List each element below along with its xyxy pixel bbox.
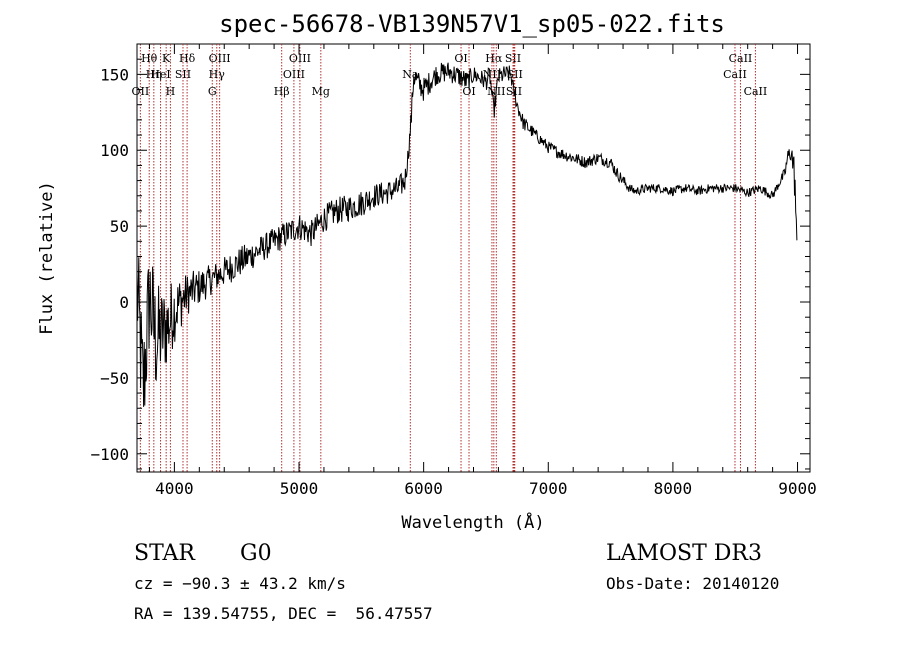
line-label-18: Hα (485, 52, 503, 65)
y-tick-label--100: −100 (90, 445, 129, 464)
line-label-5: H (166, 85, 176, 98)
coords-text: RA = 139.54755, DEC = 56.47557 (134, 604, 433, 623)
line-label-3: Hη (146, 68, 162, 81)
y-tick-label-50: 50 (110, 217, 129, 236)
spectrum-trace (136, 62, 798, 407)
y-tick-label-0: 0 (119, 293, 129, 312)
obs-date-text: Obs-Date: 20140120 (606, 574, 780, 593)
x-tick-label-4000: 4000 (155, 479, 194, 498)
line-label-4: K (162, 52, 171, 65)
line-label-14: Mg (312, 85, 330, 98)
line-label-9: Hγ (209, 68, 226, 81)
x-axis-label: Wavelength (Å) (401, 511, 544, 533)
cz-text: cz = −90.3 ± 43.2 km/s (134, 574, 346, 593)
x-tick-label-7000: 7000 (529, 479, 568, 498)
x-tick-label-5000: 5000 (280, 479, 319, 498)
line-label-13: OIII (283, 68, 305, 81)
line-label-11: Hβ (274, 85, 290, 98)
line-label-12: OIII (289, 52, 311, 65)
y-tick-label-150: 150 (100, 65, 129, 84)
line-label-21: SII (505, 52, 521, 65)
line-label-6: SII (175, 68, 191, 81)
line-label-25: CaII (723, 68, 747, 81)
survey-label: LAMOST DR3 (606, 541, 762, 566)
y-tick-label--50: −50 (100, 369, 129, 388)
chart-title: spec-56678-VB139N57V1_sp05-022.fits (219, 10, 725, 38)
line-label-17: OI (462, 85, 475, 98)
spectrum-chart: spec-56678-VB139N57V1_sp05-022.fits Hθ OII… (37, 10, 817, 533)
line-label-24: CaII (729, 52, 753, 65)
x-tick-label-9000: 9000 (778, 479, 817, 498)
line-label-22: SII (507, 68, 523, 81)
y-tick-label-100: 100 (100, 141, 129, 160)
line-label-1: OII (132, 85, 150, 98)
class-label: STAR (134, 541, 195, 566)
x-tick-label-6000: 6000 (404, 479, 443, 498)
x-tick-label-8000: 8000 (654, 479, 693, 498)
subclass-label: G0 (240, 541, 272, 566)
line-label-16: OI (454, 52, 467, 65)
plot-frame (136, 43, 811, 473)
line-label-8: OIII (209, 52, 231, 65)
line-label-10: G (208, 85, 217, 98)
y-axis-label: Flux (relative) (37, 181, 57, 335)
line-label-26: CaII (744, 85, 768, 98)
line-label-7: Hδ (179, 52, 196, 65)
line-label-0: Hθ (141, 52, 158, 65)
